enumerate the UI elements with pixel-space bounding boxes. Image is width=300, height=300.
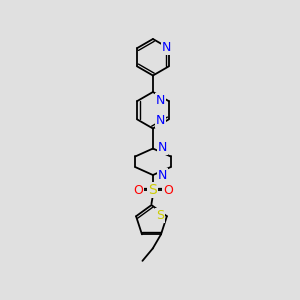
Text: N: N — [156, 94, 165, 107]
Text: N: N — [156, 114, 165, 127]
Text: O: O — [133, 184, 143, 197]
Text: N: N — [158, 169, 167, 182]
Text: N: N — [158, 141, 167, 154]
Text: S: S — [156, 209, 164, 222]
Text: N: N — [162, 41, 171, 54]
Text: S: S — [148, 183, 157, 197]
Text: O: O — [163, 184, 173, 197]
